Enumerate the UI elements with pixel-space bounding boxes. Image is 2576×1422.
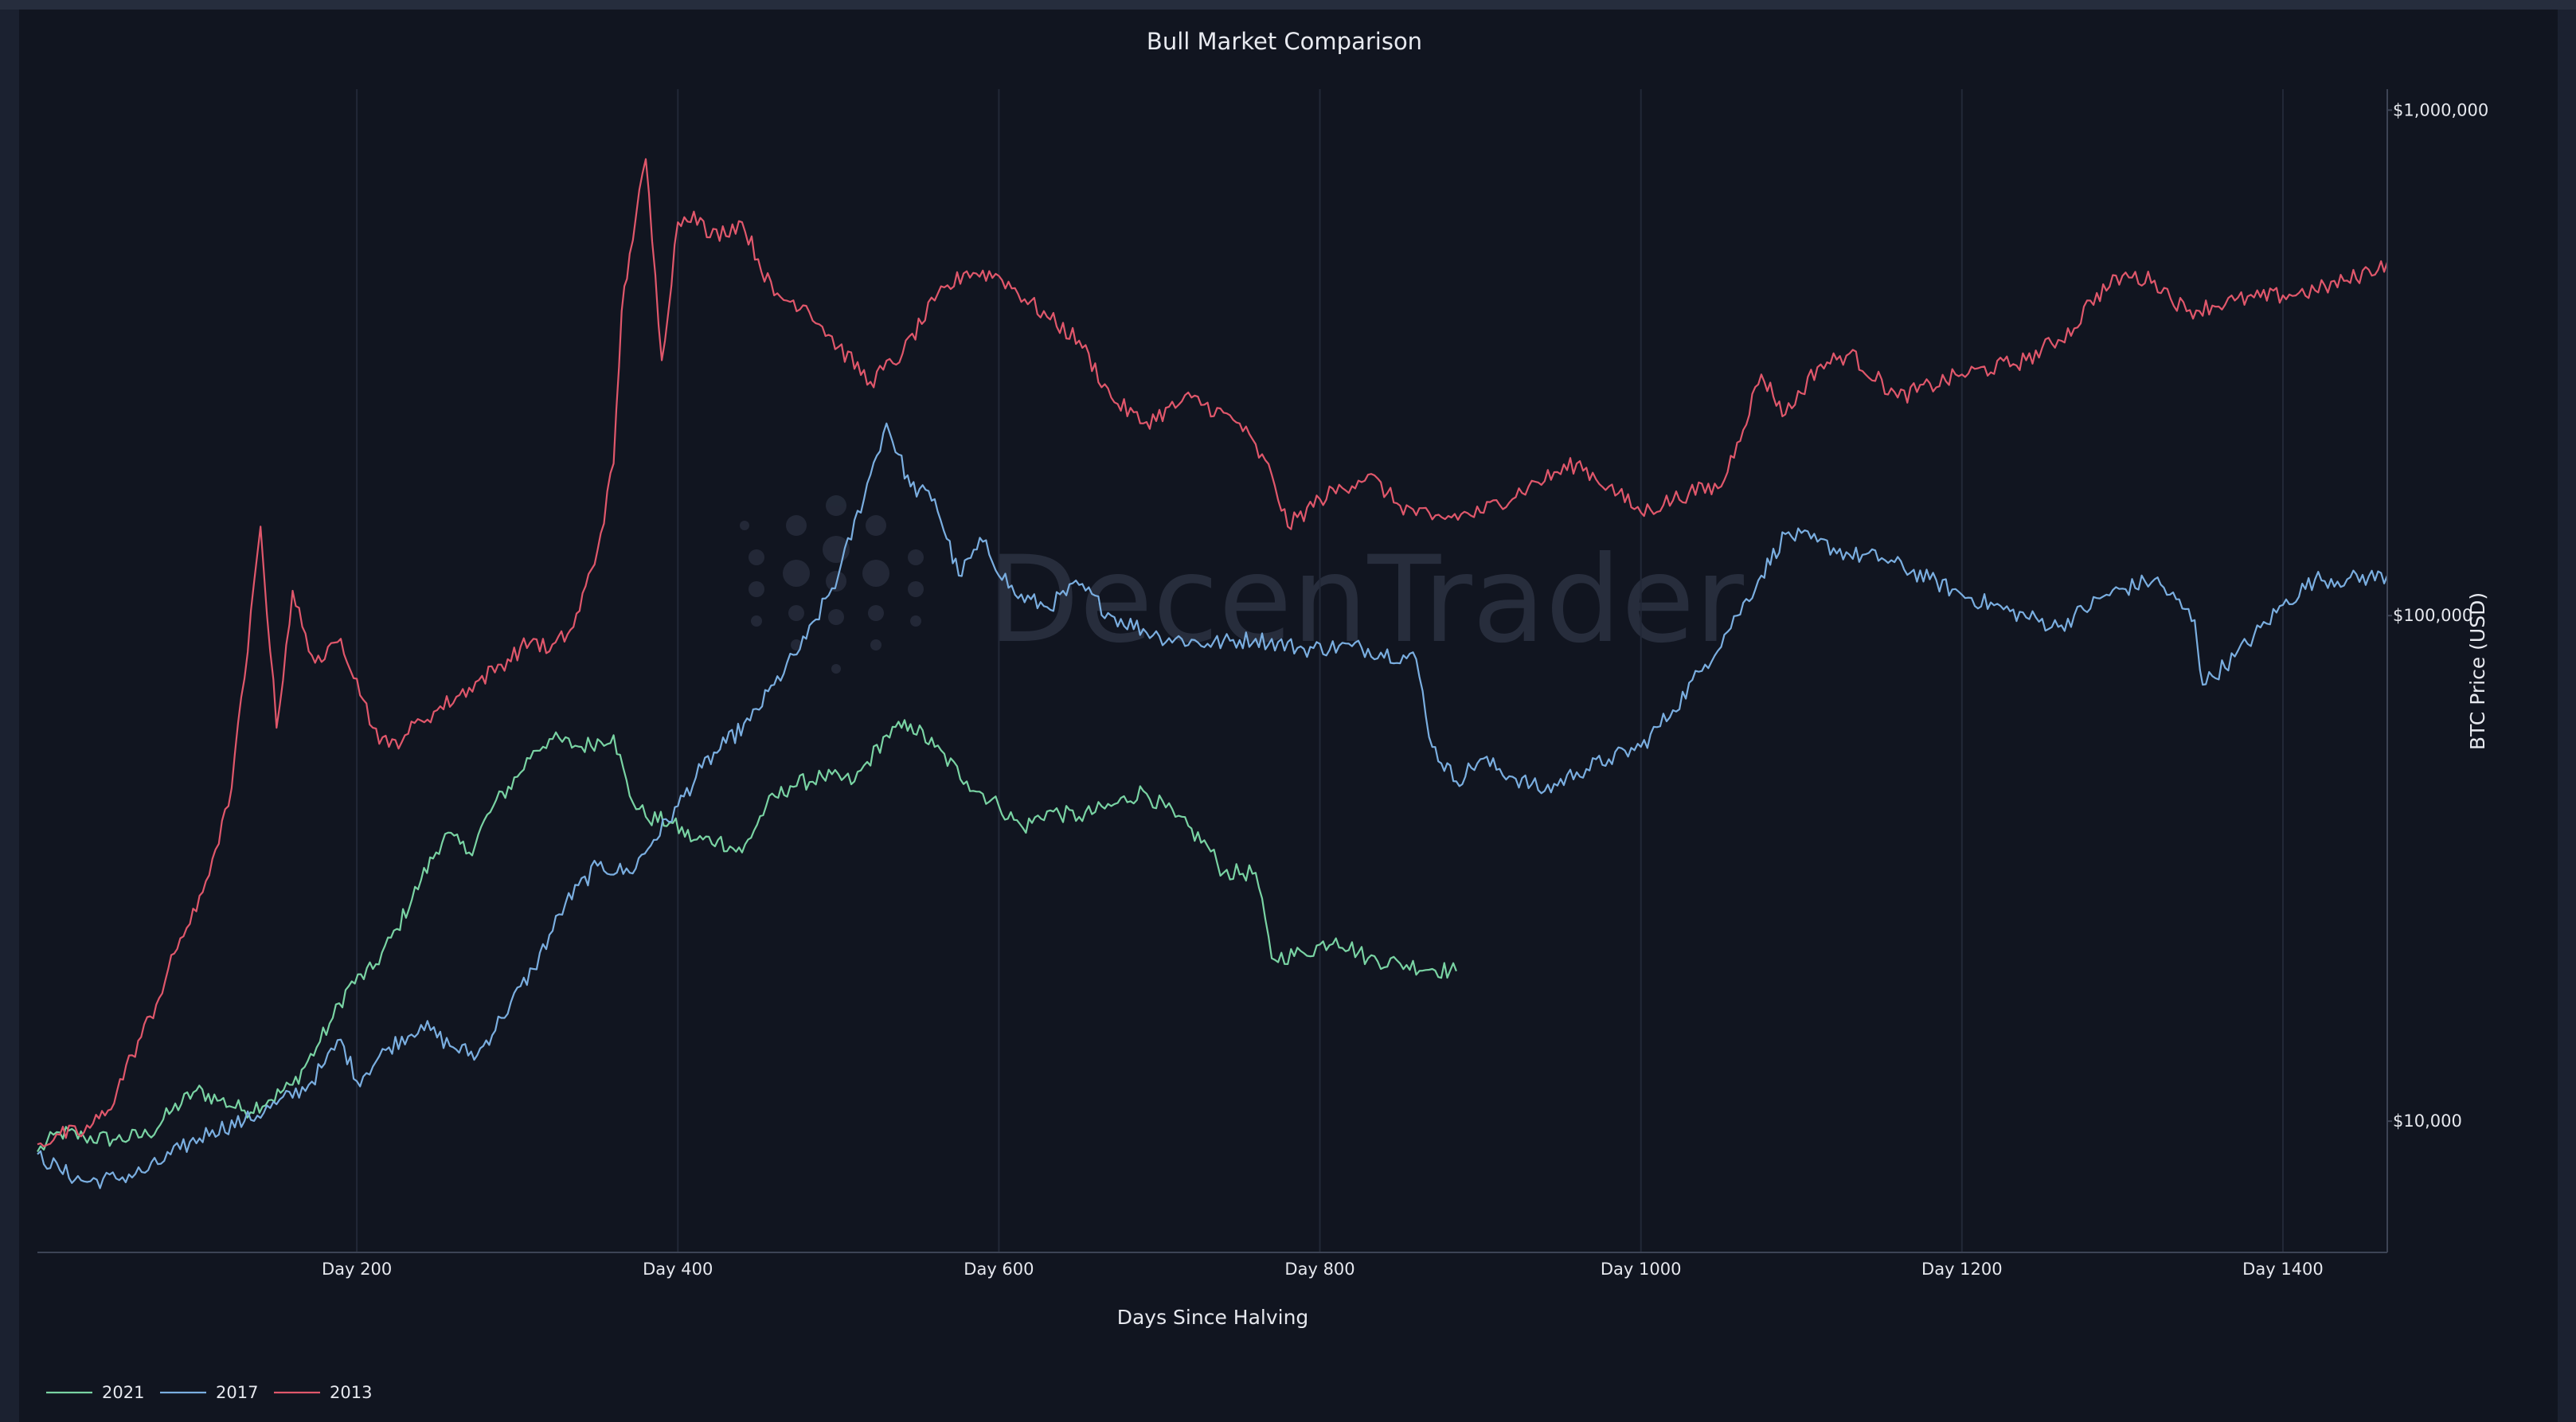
x-tick-label: Day 1200 (1921, 1260, 2003, 1279)
chart-panel (19, 10, 2558, 1422)
legend-item-2013[interactable]: 2013 (274, 1383, 372, 1402)
watermark-logo: DecenTrader (740, 495, 1744, 674)
legend-label: 2013 (330, 1383, 372, 1402)
x-tick-label: Day 1000 (1601, 1260, 1682, 1279)
legend-item-2017[interactable]: 2017 (160, 1383, 258, 1402)
x-tick-label: Day 600 (964, 1260, 1034, 1279)
watermark-text: DecenTrader (987, 531, 1744, 670)
legend-label: 2021 (102, 1383, 144, 1402)
series-layer (37, 158, 2389, 1190)
y-tick-label: $1,000,000 (2393, 100, 2488, 119)
top-bar (0, 0, 2576, 10)
series-line-2013 (37, 158, 2389, 1147)
x-axis-title: Days Since Halving (1117, 1306, 1309, 1329)
y-tick-labels: $10,000 $100,000 $1,000,000 (2387, 100, 2488, 1131)
x-tick-labels: Day 200 Day 400 Day 600 Day 800 Day 1000 Day … (322, 1260, 2324, 1279)
legend-label: 2017 (216, 1383, 258, 1402)
x-tick-label: Day 800 (1284, 1260, 1354, 1279)
x-tick-label: Day 1400 (2242, 1260, 2324, 1279)
chart-title: Bull Market Comparison (1147, 28, 1422, 55)
series-line-2017 (37, 422, 2389, 1190)
y-tick-label: $10,000 (2393, 1111, 2462, 1131)
x-tick-label: Day 200 (322, 1260, 392, 1279)
series-line-2021 (37, 719, 1457, 1153)
legend-item-2021[interactable]: 2021 (46, 1383, 144, 1402)
legend[interactable]: 2021 2017 2013 (46, 1383, 372, 1402)
x-grid (356, 89, 2284, 1252)
x-tick-label: Day 400 (643, 1260, 713, 1279)
y-axis-title: BTC Price (USD) (2466, 592, 2489, 750)
y-tick-label: $100,000 (2393, 606, 2472, 625)
